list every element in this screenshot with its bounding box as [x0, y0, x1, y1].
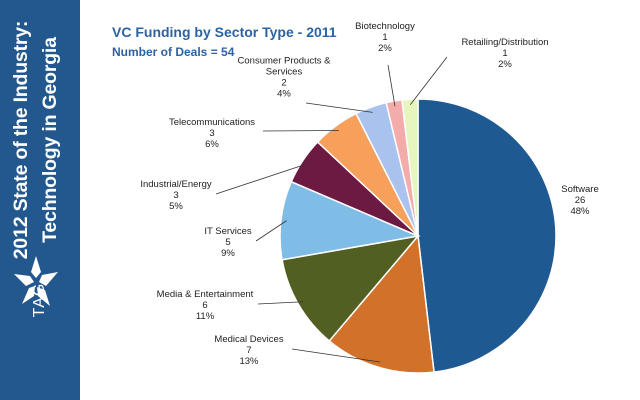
slice-label: Medical Devices 7 13% [214, 334, 283, 367]
leader-line [291, 348, 381, 363]
chart-subtitle: Number of Deals = 54 [112, 45, 235, 59]
leader-line [255, 220, 287, 242]
slice-label: Consumer Products & Services 2 4% [238, 56, 332, 100]
slice-label: Telecommunications 3 6% [169, 117, 255, 150]
pie-slice [417, 98, 557, 373]
leader-line [409, 56, 448, 105]
slice-label: IT Services 5 9% [204, 226, 252, 259]
tag-logo-icon [14, 256, 58, 306]
pie-slice [279, 180, 421, 261]
pie-slice [328, 234, 435, 374]
leader-line [215, 163, 308, 195]
slice-label: Retailing/Distribution 1 2% [461, 37, 548, 70]
pie-slice [401, 98, 419, 237]
slice-label: Industrial/Energy 3 5% [140, 179, 212, 212]
sidebar: 2012 State of the Industry: Technology i… [0, 0, 80, 400]
chart-title: VC Funding by Sector Type - 2011 [112, 24, 337, 40]
slice-label: Biotechnology 1 2% [355, 21, 415, 54]
slice-label: Media & Entertainment 6 11% [157, 289, 254, 322]
leader-line [305, 102, 373, 113]
leader-line [257, 301, 304, 305]
leader-line [387, 64, 396, 107]
pie-slice [281, 234, 420, 343]
slice-label: Software 26 48% [561, 184, 599, 217]
